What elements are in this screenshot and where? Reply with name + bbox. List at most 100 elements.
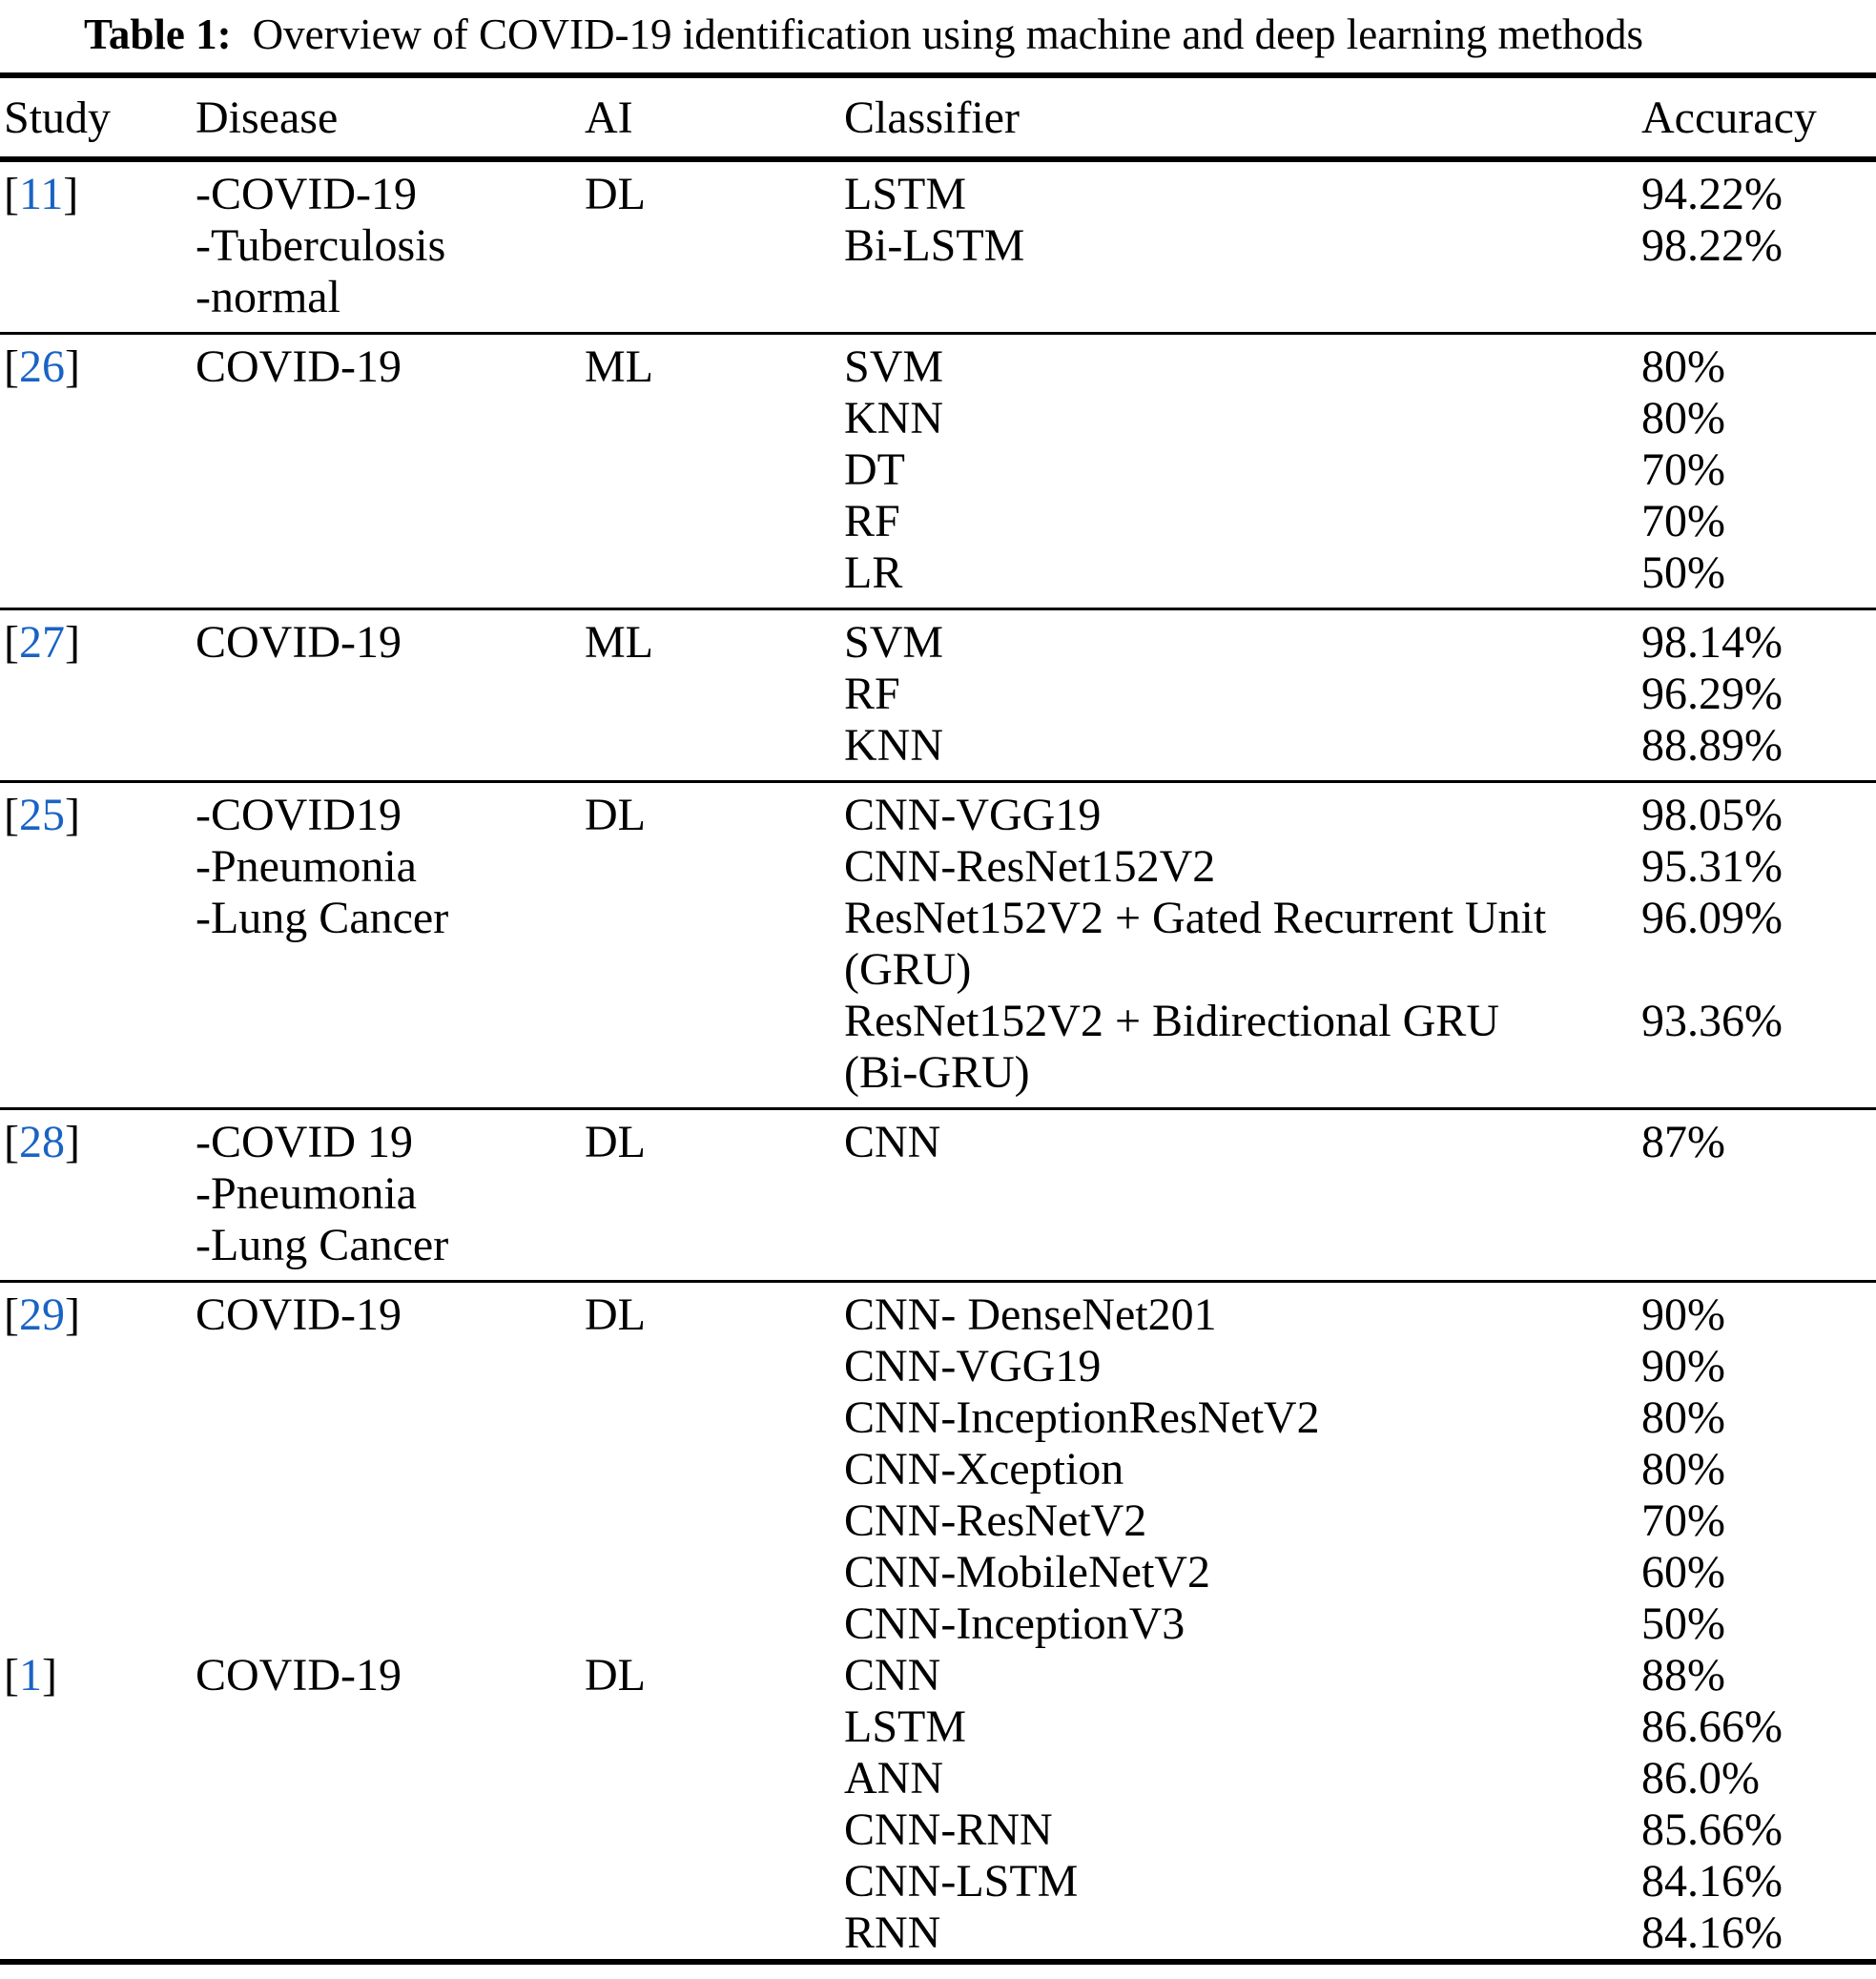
citation-bracket-close: ] (64, 790, 80, 840)
table-header-row: Study Disease AI Classifier Accuracy (0, 78, 1876, 156)
row-separator-rule (0, 332, 1876, 335)
classifier-cell: LSTM Bi-LSTM (844, 169, 1641, 272)
accuracy-line: 98.22% (1641, 220, 1783, 271)
accuracy-line (1641, 1047, 1876, 1099)
study-line: [11] (4, 169, 196, 220)
classifier-line: CNN-LSTM (844, 1856, 1079, 1907)
table-row: [11] -COVID-19 -Tuberculosis -normal DL LSTM B… (0, 162, 1876, 332)
disease-cell: COVID-19 (196, 341, 585, 393)
ai-cell: DL (585, 790, 844, 841)
study-cell: [28] (0, 1117, 196, 1168)
accuracy-line: 60% (1641, 1547, 1725, 1598)
classifier-line: DT (844, 444, 905, 495)
classifier-line: CNN (844, 1650, 941, 1701)
classifier-cell: SVM KNN DT RF LR (844, 341, 1641, 599)
accuracy-line: 84.16% (1641, 1907, 1783, 1958)
column-header-classifier: Classifier (844, 93, 1020, 143)
accuracy-line: 96.29% (1641, 669, 1783, 719)
column-header-ai: AI (585, 93, 633, 143)
classifier-line: LSTM (844, 1701, 967, 1752)
study-cell: [1] (0, 1650, 196, 1701)
classifier-line: ANN (844, 1753, 943, 1804)
classifier-line: CNN (844, 1117, 941, 1167)
accuracy-line: 50% (1641, 1598, 1725, 1649)
accuracy-line: 96.09% (1641, 893, 1783, 943)
accuracy-line (1641, 944, 1876, 996)
classifier-line: CNN-InceptionV3 (844, 1598, 1185, 1649)
accuracy-line: 87% (1641, 1117, 1725, 1167)
classifier-line: (Bi-GRU) (844, 1047, 1030, 1098)
accuracy-line: 70% (1641, 496, 1725, 546)
accuracy-line: 94.22% (1641, 169, 1783, 219)
table-caption: Table 1: Overview of COVID-19 identificat… (0, 0, 1876, 72)
citation-bracket-open: [ (4, 1117, 19, 1167)
citation-bracket-open: [ (4, 169, 19, 219)
study-line: [26] (4, 341, 196, 393)
classifier-line: KNN (844, 720, 943, 771)
classifier-line: CNN-Xception (844, 1444, 1124, 1495)
citation-bracket-close: ] (64, 341, 80, 392)
accuracy-line: 80% (1641, 341, 1725, 392)
citation-bracket-close: ] (64, 1117, 80, 1167)
classifier-line: SVM (844, 341, 944, 392)
study-line: [25] (4, 790, 196, 841)
table-bottom-rule (0, 1959, 1876, 1965)
classifier-line: RNN (844, 1907, 941, 1958)
disease-line: -COVID19 (196, 790, 402, 840)
citation-link[interactable]: 1 (18, 1650, 42, 1701)
classifier-cell: CNN (844, 1117, 1641, 1168)
study-line: [27] (4, 617, 196, 669)
ai-cell: DL (585, 1650, 844, 1701)
accuracy-line: 86.0% (1641, 1753, 1760, 1804)
table-row: [28] -COVID 19 -Pneumonia -Lung Cancer DL CNN… (0, 1110, 1876, 1280)
table-caption-text: Overview of COVID-19 identification usin… (252, 10, 1643, 58)
classifier-line: CNN-VGG19 (844, 790, 1102, 840)
classifier-line: CNN-ResNet152V2 (844, 841, 1216, 892)
accuracy-line: 85.66% (1641, 1804, 1783, 1855)
classifier-line: (GRU) (844, 944, 972, 995)
study-line: [29] (4, 1289, 196, 1341)
disease-line: COVID-19 (196, 341, 402, 392)
disease-line: COVID-19 (196, 1650, 402, 1701)
disease-line: -Pneumonia (196, 841, 417, 892)
classifier-line: SVM (844, 617, 944, 668)
citation-bracket-close: ] (64, 617, 80, 668)
citation-link[interactable]: 27 (18, 617, 65, 668)
classifier-line: CNN-ResNetV2 (844, 1495, 1147, 1546)
disease-line: -normal (196, 272, 340, 322)
citation-link[interactable]: 29 (18, 1289, 65, 1340)
citation-bracket-open: [ (4, 790, 19, 840)
row-separator-rule (0, 780, 1876, 783)
accuracy-cell: 94.22% 98.22% (1641, 169, 1876, 272)
citation-link[interactable]: 26 (18, 341, 65, 392)
citation-bracket-close: ] (64, 1289, 80, 1340)
accuracy-line: 84.16% (1641, 1856, 1783, 1907)
citation-bracket-open: [ (4, 1289, 19, 1340)
classifier-line: RF (844, 496, 900, 546)
row-separator-rule (0, 1280, 1876, 1283)
citation-link[interactable]: 11 (18, 169, 64, 219)
citation-bracket-open: [ (4, 1650, 19, 1701)
citation-link[interactable]: 25 (18, 790, 65, 840)
table-row: [1] COVID-19 DL CNN LSTM ANN CNN-RNN CNN-LSTM RN… (0, 1650, 1876, 1959)
accuracy-line: 70% (1641, 444, 1725, 495)
study-cell: [29] (0, 1289, 196, 1341)
disease-line: COVID-19 (196, 1289, 402, 1340)
disease-cell: -COVID19 -Pneumonia -Lung Cancer (196, 790, 585, 944)
accuracy-line: 70% (1641, 1495, 1725, 1546)
column-header-disease: Disease (196, 93, 339, 143)
table-top-rule (0, 72, 1876, 78)
accuracy-line: 88% (1641, 1650, 1725, 1701)
citation-link[interactable]: 28 (18, 1117, 65, 1167)
classifier-line: Bi-LSTM (844, 220, 1025, 271)
table-row: [25] -COVID19 -Pneumonia -Lung Cancer DL CNN-… (0, 783, 1876, 1107)
disease-line: -Lung Cancer (196, 893, 449, 943)
disease-line: -Lung Cancer (196, 1220, 449, 1270)
classifier-line: CNN-VGG19 (844, 1341, 1102, 1391)
accuracy-line: 80% (1641, 1444, 1725, 1495)
accuracy-line: 98.14% (1641, 617, 1783, 668)
ai-type-label: ML (585, 341, 653, 392)
accuracy-line: 95.31% (1641, 841, 1783, 892)
accuracy-line: 90% (1641, 1341, 1725, 1391)
